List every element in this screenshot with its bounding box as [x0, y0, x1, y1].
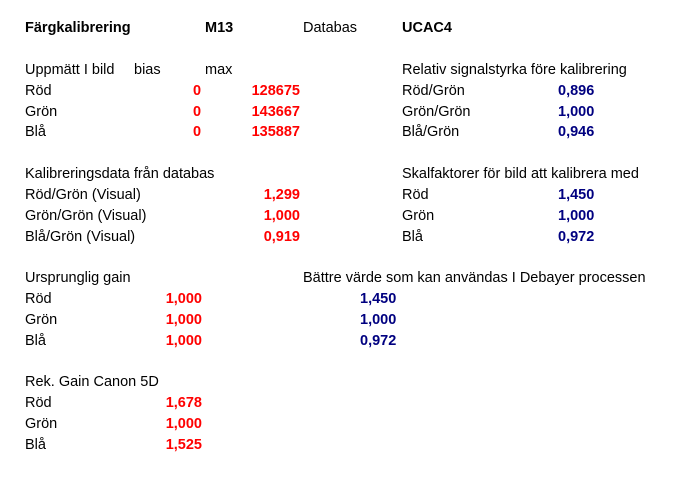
better-value: 1,000 [360, 312, 397, 328]
rec-gain-title: Rek. Gain Canon 5D [25, 374, 159, 390]
object-name: M13 [205, 20, 234, 36]
calib-db-row-value: 1,299 [263, 187, 300, 203]
original-gain-row-label: Blå [25, 333, 46, 349]
relative-title: Relativ signalstyrka före kalibrering [402, 62, 627, 78]
rec-gain-row-value: 1,000 [165, 416, 202, 432]
calib-db-row-label: Blå/Grön (Visual) [25, 229, 136, 245]
better-value: 1,450 [360, 291, 397, 307]
scale-row-label: Röd [402, 187, 429, 203]
scale-row-value: 1,000 [558, 208, 595, 224]
rec-gain-row-label: Blå [25, 437, 46, 453]
database-label: Databas [303, 20, 358, 36]
relative-row-label: Röd/Grön [402, 83, 465, 99]
measured-row-max: 135887 [251, 124, 300, 140]
rec-gain-row-label: Röd [25, 395, 52, 411]
measured-max-label: max [205, 62, 233, 78]
original-gain-title: Ursprunglig gain [25, 270, 131, 286]
measured-row-label: Grön [25, 104, 58, 120]
relative-row-value: 1,000 [558, 104, 595, 120]
scale-row-value: 0,972 [558, 229, 595, 245]
rec-gain-row-value: 1,678 [165, 395, 202, 411]
measured-row-label: Blå [25, 124, 46, 140]
original-gain-row-value: 1,000 [165, 312, 202, 328]
measured-bias-label: bias [134, 62, 161, 78]
relative-row-value: 0,946 [558, 124, 595, 140]
measured-title: Uppmätt I bild [25, 62, 115, 78]
calib-db-row-label: Röd/Grön (Visual) [25, 187, 141, 203]
rec-gain-row-value: 1,525 [165, 437, 202, 453]
original-gain-row-value: 1,000 [165, 333, 202, 349]
calib-db-row-value: 0,919 [263, 229, 300, 245]
measured-row-max: 143667 [251, 104, 300, 120]
scale-title: Skalfaktorer för bild att kalibrera med [402, 166, 639, 182]
better-value: 0,972 [360, 333, 397, 349]
relative-row-label: Grön/Grön [402, 104, 471, 120]
calib-db-title: Kalibreringsdata från databas [25, 166, 215, 182]
scale-row-value: 1,450 [558, 187, 595, 203]
original-gain-row-label: Röd [25, 291, 52, 307]
scale-row-label: Blå [402, 229, 423, 245]
relative-row-label: Blå/Grön [402, 124, 460, 140]
original-gain-row-label: Grön [25, 312, 58, 328]
calib-db-row-value: 1,000 [263, 208, 300, 224]
scale-row-label: Grön [402, 208, 435, 224]
measured-row-max: 128675 [251, 83, 300, 99]
measured-row-bias: 0 [193, 83, 202, 99]
measured-row-bias: 0 [193, 104, 202, 120]
page-title: Färgkalibrering [25, 20, 131, 36]
measured-row-label: Röd [25, 83, 52, 99]
rec-gain-row-label: Grön [25, 416, 58, 432]
measured-row-bias: 0 [193, 124, 202, 140]
calib-db-row-label: Grön/Grön (Visual) [25, 208, 147, 224]
better-title: Bättre värde som kan användas I Debayer … [303, 270, 646, 286]
relative-row-value: 0,896 [558, 83, 595, 99]
database-value: UCAC4 [402, 20, 452, 36]
original-gain-row-value: 1,000 [165, 291, 202, 307]
